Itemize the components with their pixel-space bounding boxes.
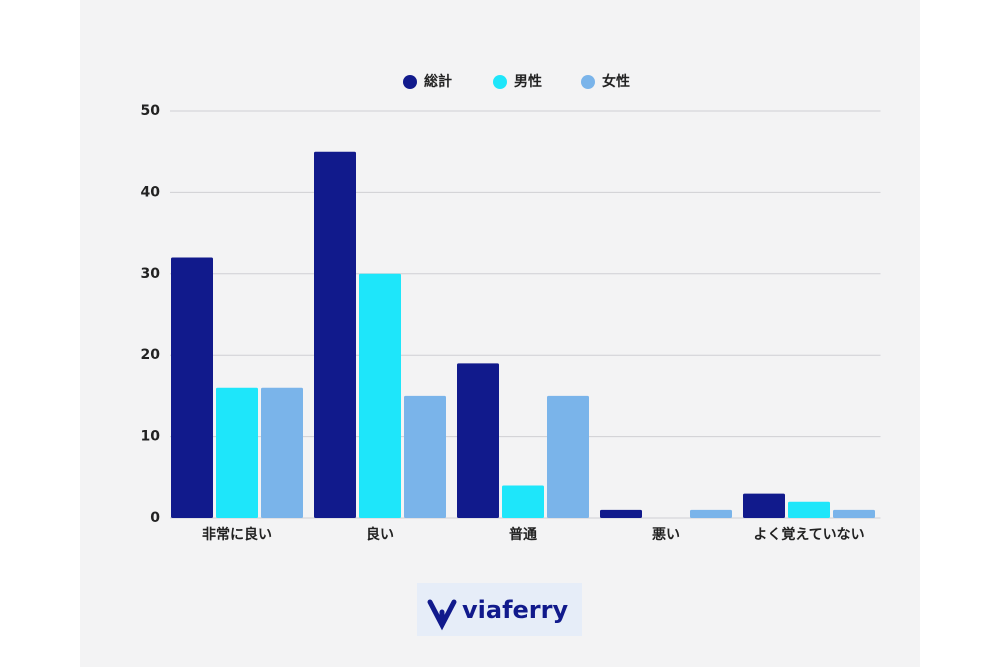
bar xyxy=(690,509,732,518)
y-tick-label: 40 xyxy=(141,184,161,200)
bar xyxy=(261,387,303,518)
x-tick-label: 悪い xyxy=(652,527,680,543)
bar xyxy=(547,395,589,518)
legend-label: 男性 xyxy=(514,73,542,90)
bar xyxy=(314,151,356,518)
bar xyxy=(216,387,258,518)
legend-label: 女性 xyxy=(602,73,630,90)
y-tick-label: 0 xyxy=(150,510,160,526)
logo-bg xyxy=(417,583,582,636)
bar xyxy=(404,395,446,518)
legend-swatch xyxy=(581,75,595,89)
bar xyxy=(359,273,401,518)
legend-label: 総計 xyxy=(424,73,452,90)
bar xyxy=(502,485,544,518)
x-tick-label: よく覚えていない xyxy=(753,526,864,543)
legend-swatch xyxy=(403,75,417,89)
bar xyxy=(833,509,875,518)
logo-text: viaferry xyxy=(462,596,568,624)
bar xyxy=(788,501,830,518)
bar xyxy=(600,509,642,518)
legend-swatch xyxy=(493,75,507,89)
logo-icon xyxy=(427,599,457,631)
logo-box: viaferry xyxy=(417,583,582,636)
y-tick-label: 10 xyxy=(141,429,161,445)
bar xyxy=(743,493,785,518)
x-tick-label: 良い xyxy=(366,526,394,543)
bar xyxy=(457,363,499,518)
y-tick-label: 20 xyxy=(141,347,161,363)
y-tick-label: 50 xyxy=(141,103,161,119)
bar xyxy=(171,257,213,518)
x-tick-label: 非常に良い xyxy=(202,526,272,543)
y-tick-label: 30 xyxy=(141,266,161,282)
x-tick-label: 普通 xyxy=(509,526,537,543)
